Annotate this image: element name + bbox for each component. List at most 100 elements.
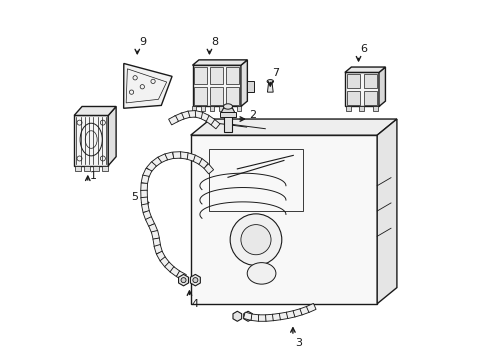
Polygon shape <box>272 313 281 321</box>
Polygon shape <box>158 154 167 163</box>
Polygon shape <box>151 157 162 167</box>
Polygon shape <box>241 60 247 107</box>
Polygon shape <box>176 271 186 280</box>
Polygon shape <box>363 91 376 105</box>
Text: 2: 2 <box>249 110 256 120</box>
Polygon shape <box>123 63 172 108</box>
Ellipse shape <box>223 104 232 109</box>
Text: 6: 6 <box>360 44 366 54</box>
Polygon shape <box>232 311 241 321</box>
Polygon shape <box>299 306 309 315</box>
Polygon shape <box>83 166 89 171</box>
Polygon shape <box>221 107 234 117</box>
Ellipse shape <box>247 263 275 284</box>
Polygon shape <box>223 112 232 132</box>
Polygon shape <box>108 107 116 166</box>
Polygon shape <box>237 107 241 111</box>
Polygon shape <box>247 81 253 92</box>
Circle shape <box>241 225 270 255</box>
Polygon shape <box>372 107 377 111</box>
Polygon shape <box>190 274 200 286</box>
Ellipse shape <box>266 80 273 83</box>
Polygon shape <box>194 67 207 85</box>
Polygon shape <box>198 158 208 168</box>
Polygon shape <box>192 155 202 164</box>
Polygon shape <box>151 230 159 239</box>
Polygon shape <box>193 111 202 118</box>
Polygon shape <box>178 274 188 286</box>
Polygon shape <box>243 312 252 320</box>
Polygon shape <box>172 152 181 158</box>
Polygon shape <box>102 166 107 171</box>
Polygon shape <box>187 111 195 118</box>
Polygon shape <box>142 211 151 220</box>
Polygon shape <box>181 111 189 120</box>
Polygon shape <box>204 115 214 125</box>
Polygon shape <box>185 153 195 161</box>
Polygon shape <box>164 152 174 160</box>
Polygon shape <box>267 83 273 92</box>
Polygon shape <box>192 65 241 107</box>
Polygon shape <box>346 91 360 105</box>
Polygon shape <box>153 238 160 247</box>
Polygon shape <box>378 67 385 107</box>
Circle shape <box>192 278 198 283</box>
Polygon shape <box>194 87 207 105</box>
Polygon shape <box>363 74 376 87</box>
Polygon shape <box>192 60 247 65</box>
Polygon shape <box>145 217 154 226</box>
Text: 9: 9 <box>139 37 146 46</box>
Polygon shape <box>279 312 287 320</box>
Polygon shape <box>292 309 302 317</box>
Polygon shape <box>210 87 223 105</box>
Polygon shape <box>344 67 385 72</box>
Polygon shape <box>170 267 180 276</box>
Text: 3: 3 <box>294 338 301 348</box>
Polygon shape <box>148 224 157 233</box>
Text: 4: 4 <box>191 299 198 309</box>
Polygon shape <box>156 251 165 261</box>
Polygon shape <box>376 119 396 304</box>
Polygon shape <box>344 72 378 107</box>
Polygon shape <box>75 166 81 171</box>
Polygon shape <box>192 107 196 111</box>
Polygon shape <box>141 175 149 184</box>
Polygon shape <box>219 107 223 111</box>
Polygon shape <box>210 67 223 85</box>
Polygon shape <box>93 166 99 171</box>
Polygon shape <box>265 314 273 321</box>
Polygon shape <box>243 311 252 321</box>
Polygon shape <box>190 119 396 135</box>
Polygon shape <box>203 164 213 174</box>
Polygon shape <box>346 74 360 87</box>
Polygon shape <box>190 135 376 304</box>
Polygon shape <box>141 190 147 198</box>
Polygon shape <box>359 107 364 111</box>
Polygon shape <box>168 116 178 125</box>
Polygon shape <box>250 314 259 321</box>
Polygon shape <box>306 303 315 312</box>
Polygon shape <box>286 311 295 319</box>
Polygon shape <box>160 257 169 267</box>
Polygon shape <box>226 67 239 85</box>
Polygon shape <box>164 262 174 272</box>
Polygon shape <box>141 204 149 212</box>
Text: 8: 8 <box>211 37 218 46</box>
Circle shape <box>181 278 185 283</box>
Polygon shape <box>174 113 184 122</box>
Polygon shape <box>74 116 108 166</box>
Polygon shape <box>209 119 220 129</box>
Circle shape <box>230 214 281 265</box>
Polygon shape <box>346 107 350 111</box>
Polygon shape <box>141 197 148 205</box>
Polygon shape <box>74 107 116 116</box>
Polygon shape <box>146 162 156 172</box>
Polygon shape <box>142 168 152 178</box>
Polygon shape <box>227 107 232 111</box>
Polygon shape <box>220 112 235 117</box>
Polygon shape <box>210 107 214 111</box>
Polygon shape <box>154 244 162 254</box>
Polygon shape <box>199 112 209 121</box>
Polygon shape <box>258 315 265 321</box>
Polygon shape <box>226 87 239 105</box>
